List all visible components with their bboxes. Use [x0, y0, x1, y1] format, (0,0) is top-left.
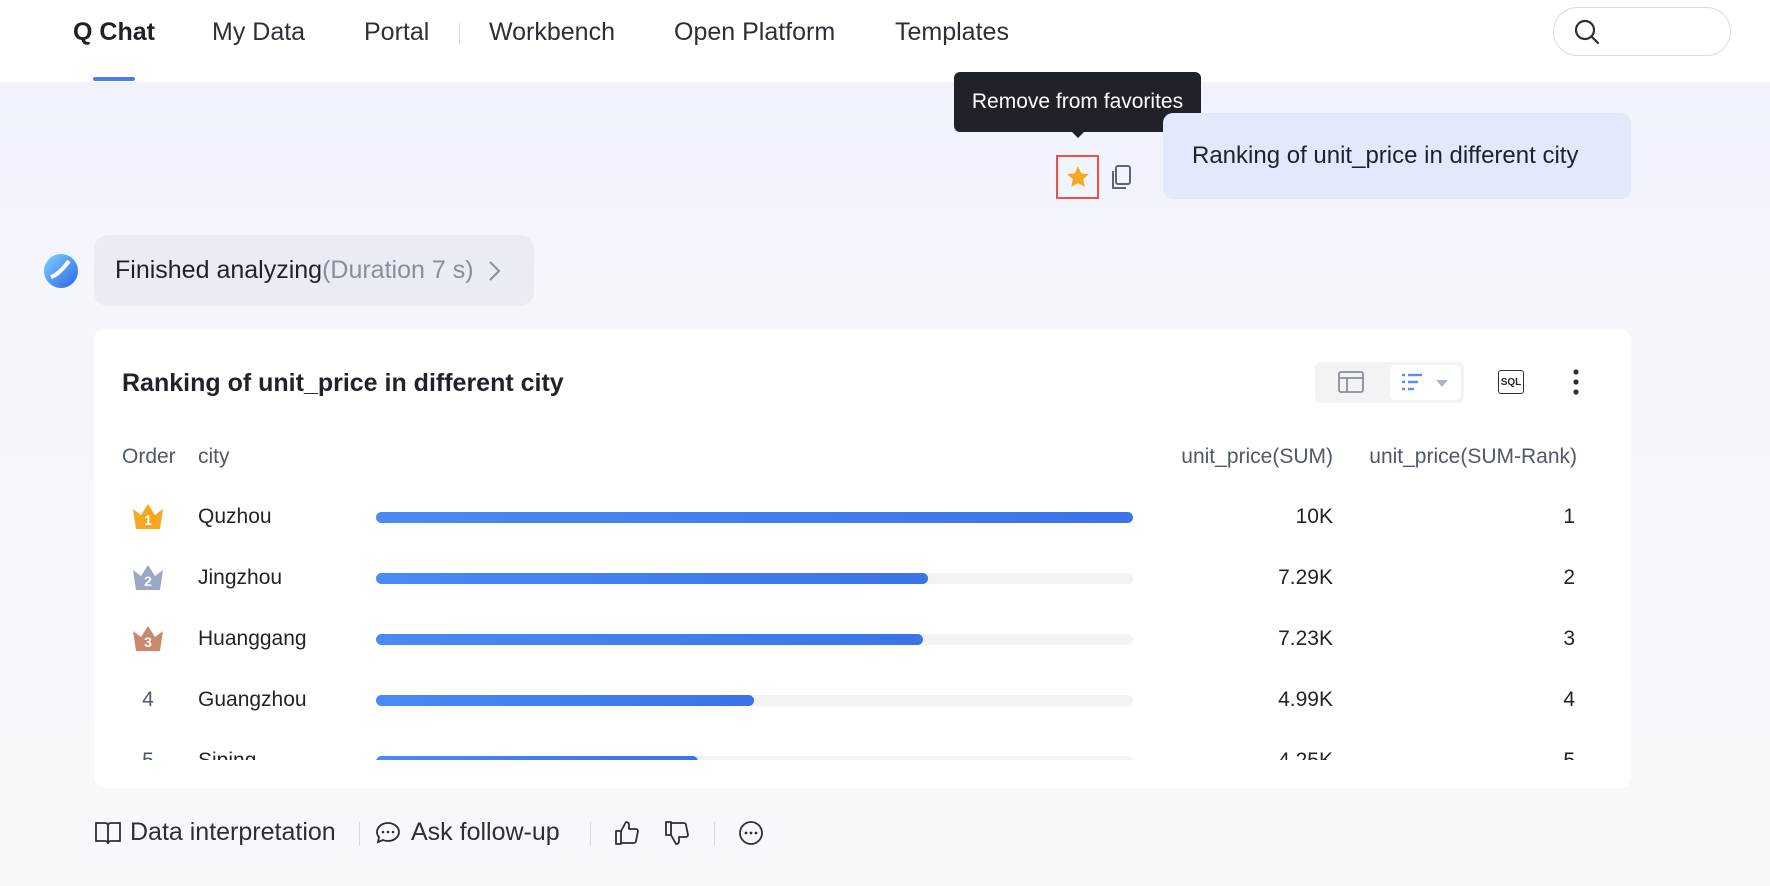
table-body: 1 Quzhou 10K 1 2 Jingzhou 7.29K 2 3 Huanggang 7.23…: [94, 489, 1631, 760]
column-header: Order: [122, 445, 176, 468]
value-label: 4.99K: [1278, 688, 1333, 711]
column-header: unit_price(SUM): [1181, 445, 1333, 468]
more-menu[interactable]: [1570, 367, 1582, 397]
rank: 2: [1563, 566, 1575, 589]
crown-shape: [133, 626, 163, 651]
card-title: Ranking of unit_price in different city: [122, 369, 564, 397]
result-card: Ranking of unit_price in different city …: [94, 329, 1631, 788]
bar: [376, 756, 698, 760]
book-icon: [95, 822, 121, 845]
chat-icon: [376, 822, 400, 844]
value-label: 7.29K: [1278, 566, 1333, 589]
thumbs-down-button[interactable]: [664, 820, 690, 846]
action-divider: [590, 822, 591, 846]
tooltip: Remove from favorites: [954, 72, 1201, 132]
crown-shape: [133, 565, 163, 590]
nav-item[interactable]: Q Chat: [73, 18, 155, 46]
star-icon: [1066, 166, 1089, 187]
column-header: unit_price(SUM-Rank): [1369, 445, 1577, 468]
search-icon: [1574, 19, 1600, 45]
nav-item[interactable]: Open Platform: [674, 18, 836, 46]
value-label: 7.23K: [1278, 627, 1333, 650]
bar-track: [376, 512, 1133, 523]
status-label: Finished analyzing: [115, 256, 323, 284]
order-number: 2: [144, 573, 152, 589]
rank: 3: [1563, 627, 1575, 650]
more-actions-button[interactable]: [738, 820, 764, 846]
city: Jingzhou: [198, 566, 283, 589]
assistant-avatar: [44, 254, 78, 288]
nav-divider: [459, 22, 460, 44]
bar: [376, 634, 924, 645]
city: Guangzhou: [198, 688, 307, 711]
table-view-button[interactable]: [1337, 370, 1365, 394]
ranking-view-button[interactable]: [1390, 365, 1461, 400]
sql-button[interactable]: SQL: [1498, 370, 1524, 394]
bar: [376, 573, 928, 584]
city: Huanggang: [198, 627, 307, 650]
bar-track: [376, 573, 1133, 584]
data-interpretation-button[interactable]: Data interpretation: [130, 818, 336, 846]
order-number: 3: [144, 634, 152, 650]
nav-item[interactable]: Portal: [364, 18, 430, 46]
bar-track: [376, 634, 1133, 645]
ranking-view-icon: [1402, 373, 1448, 391]
value-label: 4.25K: [1278, 749, 1333, 760]
status-duration: (Duration 7 s): [322, 256, 474, 284]
view-toggle: [1315, 362, 1464, 403]
order-number: 4: [142, 688, 154, 711]
rank-crown: 1: [133, 504, 163, 529]
header: Q Chat My Data Portal Workbench Open Platfor…: [0, 0, 1770, 82]
city: Quzhou: [198, 505, 272, 528]
column-header: city: [198, 445, 230, 468]
value-label: 10K: [1295, 505, 1333, 528]
nav-item[interactable]: Workbench: [489, 18, 615, 46]
city: Siping: [198, 749, 256, 760]
crown-shape: [133, 504, 163, 529]
rank: 1: [1563, 505, 1575, 528]
tooltip-arrow: [1070, 130, 1086, 138]
rank-crown: 3: [133, 626, 163, 651]
nav-item[interactable]: My Data: [212, 18, 306, 46]
user-query: Ranking of unit_price in different city: [1163, 113, 1631, 199]
search-box[interactable]: [1553, 7, 1731, 56]
rank: 4: [1563, 688, 1575, 711]
status-pill[interactable]: Finished analyzing (Duration 7 s): [94, 235, 534, 306]
nav-item[interactable]: Templates: [895, 18, 1009, 46]
favorite-button[interactable]: [1056, 155, 1099, 199]
bar-track: [376, 756, 1133, 760]
action-divider: [714, 822, 715, 846]
bar: [376, 695, 754, 706]
order-number: 1: [144, 512, 152, 528]
chevron-icon: [488, 260, 500, 281]
active-underline: [93, 77, 135, 81]
action-divider: [359, 822, 360, 846]
copy-button[interactable]: [1108, 164, 1134, 192]
order-number: 5: [142, 749, 154, 760]
thumbs-up-button[interactable]: [614, 820, 640, 846]
rank: 5: [1563, 749, 1575, 760]
bar: [376, 512, 1133, 523]
bar-track: [376, 695, 1133, 706]
rank-crown: 2: [133, 565, 163, 590]
ask-follow-up-button[interactable]: Ask follow-up: [411, 818, 560, 846]
